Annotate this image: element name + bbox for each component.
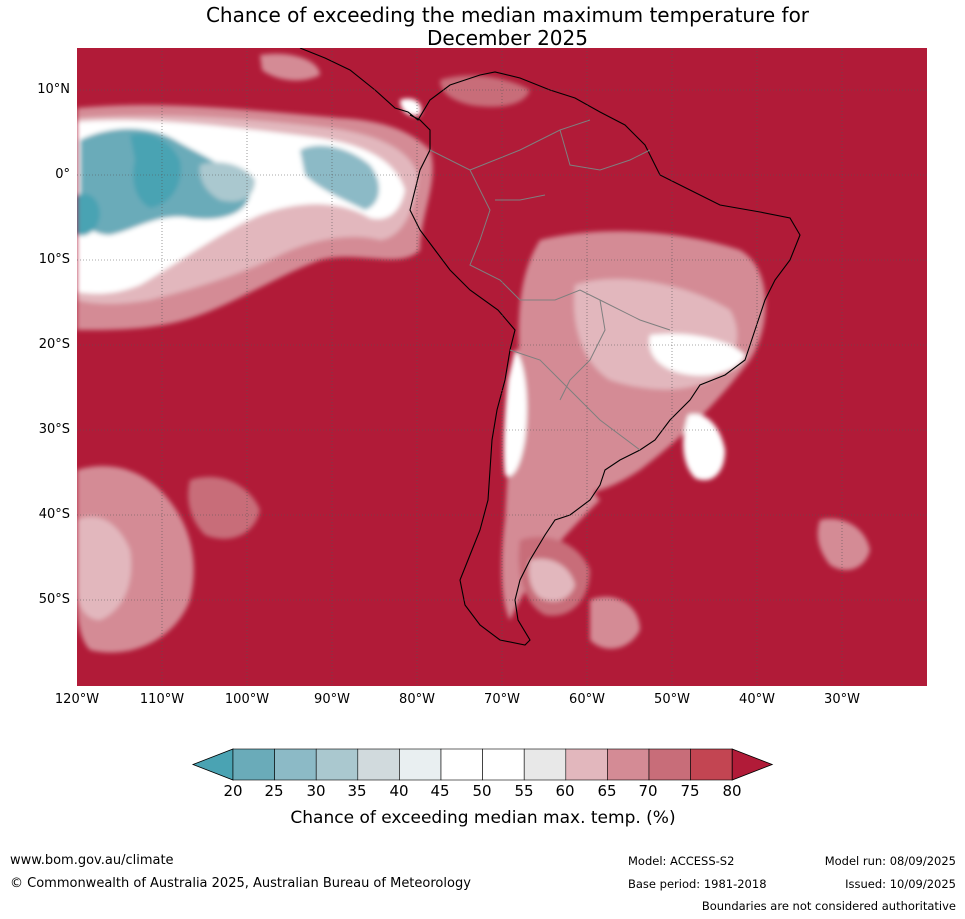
south-america-coastline (299, 48, 801, 646)
colorbar-tick-65: 65 (597, 782, 617, 800)
colorbar-tick-75: 75 (680, 782, 700, 800)
colorbar-tick-50: 50 (472, 782, 492, 800)
colorbar-tick-20: 20 (223, 782, 243, 800)
title-line-2: December 2025 (427, 26, 588, 50)
colorbar-segment (232, 748, 275, 781)
map-title: Chance of exceeding the median maximum t… (0, 4, 965, 50)
country-borders (429, 119, 671, 451)
colorbar-tick-70: 70 (638, 782, 658, 800)
footer-copyright: © Commonwealth of Australia 2025, Austra… (10, 876, 471, 891)
colorbar-title: Chance of exceeding median max. temp. (%… (290, 808, 676, 828)
lon-label-100w: 100°W (224, 692, 270, 707)
colorbar-tick-55: 55 (514, 782, 534, 800)
colorbar-tick-30: 30 (306, 782, 326, 800)
lon-label-80w: 80°W (399, 692, 435, 707)
colorbar-tick-25: 25 (264, 782, 284, 800)
footer-issued: Issued: 10/09/2025 (845, 877, 956, 891)
light-zone-patagonia (528, 558, 575, 602)
footer-disclaimer: Boundaries are not considered authoritat… (701, 899, 956, 913)
colorbar-segment (607, 748, 650, 781)
colorbar-segment (690, 748, 733, 781)
colorbar-segment (399, 748, 442, 781)
lat-label-10s: 10°S (38, 252, 70, 267)
pink-patch-north (260, 53, 320, 81)
lon-label-50w: 50°W (654, 692, 690, 707)
colorbar-segment (523, 748, 567, 781)
colorbar-segment (565, 748, 608, 781)
colorbar-tick-35: 35 (347, 782, 367, 800)
lon-label-110w: 110°W (139, 692, 185, 707)
white-zone-se-brazil (649, 333, 745, 376)
lon-label-40w: 40°W (739, 692, 775, 707)
footer-base-period: Base period: 1981-2018 (628, 877, 767, 891)
lon-label-30w: 30°W (824, 692, 860, 707)
colorbar-extend-low (191, 748, 234, 781)
lat-label-30s: 30°S (38, 422, 70, 437)
light-blue-patch (199, 162, 255, 202)
colorbar-segment (357, 748, 400, 781)
colorbar-tick-60: 60 (555, 782, 575, 800)
white-zone-andes (503, 350, 527, 477)
lat-label-40s: 40°S (38, 507, 70, 522)
gridlines (77, 48, 927, 686)
colorbar-tick-45: 45 (430, 782, 450, 800)
lon-label-120w: 120°W (54, 692, 100, 707)
lat-label-0: 0° (55, 167, 70, 182)
title-line-1: Chance of exceeding the median maximum t… (205, 3, 810, 27)
lon-label-70w: 70°W (484, 692, 520, 707)
colorbar-extend-high (731, 748, 774, 781)
blue-patch-west (77, 193, 100, 236)
footer-model-run: Model run: 08/09/2025 (824, 854, 956, 868)
colorbar-segment (440, 748, 483, 781)
pink-patch-caribbean (440, 75, 530, 107)
lat-label-50s: 50°S (38, 592, 70, 607)
colorbar-segment (482, 748, 525, 781)
colorbar-segment (315, 748, 359, 781)
lat-label-10n: 10°N (37, 82, 70, 97)
white-zone-atlantic (683, 414, 725, 481)
colorbar-segment (648, 748, 691, 781)
footer-model: Model: ACCESS-S2 (628, 854, 735, 868)
blue-patch-galapagos (300, 145, 380, 210)
footer-website[interactable]: www.bom.gov.au/climate (10, 853, 174, 868)
colorbar-tick-80: 80 (722, 782, 742, 800)
colorbar (191, 748, 774, 781)
lon-label-60w: 60°W (569, 692, 605, 707)
light-zone-sw-pacific (77, 516, 132, 620)
pink-patch-east-atlantic (817, 518, 870, 570)
lat-label-20s: 20°S (38, 337, 70, 352)
pink-patch-south-atlantic (590, 596, 640, 649)
colorbar-tick-40: 40 (389, 782, 409, 800)
pink-patch-central-pacific (188, 476, 260, 539)
blue-patch-core (130, 133, 181, 208)
lon-label-90w: 90°W (314, 692, 350, 707)
colorbar-segment (274, 748, 317, 781)
